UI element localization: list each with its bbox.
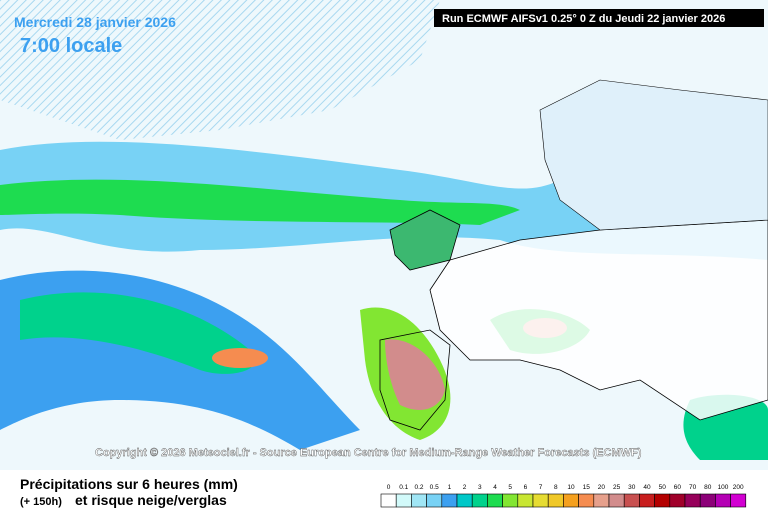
legend-label: 60 (674, 484, 682, 491)
legend-swatch (502, 493, 519, 508)
land-iberia (379, 329, 451, 431)
legend-swatch (395, 493, 412, 508)
legend-swatch (456, 493, 473, 508)
legend-swatch (517, 493, 534, 508)
legend-label: 200 (733, 484, 744, 491)
legend-swatch (578, 493, 595, 508)
legend-swatch (380, 493, 397, 508)
legend-label: 7 (539, 484, 543, 491)
legend-label: 0.2 (414, 484, 423, 491)
legend-label: 10 (567, 484, 575, 491)
legend-label: 20 (598, 484, 606, 491)
legend-swatch (730, 493, 747, 508)
legend-label: 15 (583, 484, 591, 491)
legend-label: 3 (478, 484, 482, 491)
copyright: Copyright © 2026 Meteociel.fr - Source E… (95, 447, 642, 459)
footer-subtitle: et risque neige/verglas (75, 492, 227, 508)
legend-swatch (623, 493, 640, 508)
precip-band (0, 179, 520, 225)
legend-label: 30 (628, 484, 636, 491)
legend-label: 50 (659, 484, 667, 491)
precip-iberia-core (385, 339, 445, 410)
precip-band (0, 130, 768, 260)
legend-swatch (593, 493, 610, 508)
legend-swatch (487, 493, 503, 508)
legend-swatch (654, 493, 671, 508)
legend-label: 0.1 (399, 484, 408, 491)
legend-swatch (547, 493, 564, 508)
legend-label: 0.5 (430, 484, 439, 491)
legend-label: 25 (613, 484, 621, 491)
time-label: 7:00 locale (20, 35, 122, 57)
legend-label: 0 (387, 484, 391, 491)
legend-label: 2 (463, 484, 467, 491)
precip-band (20, 292, 256, 374)
legend-label: 80 (704, 484, 712, 491)
legend-label: 100 (718, 484, 729, 491)
legend-label: 6 (524, 484, 528, 491)
legend: 0 0.1 0.2 0.5 1 2 3 4 5 6 7 8 10 15 20 25 30 40 50 60 70 80 10… (380, 484, 747, 508)
legend-label: 40 (643, 484, 651, 491)
legend-label: 8 (554, 484, 558, 491)
legend-label: 1 (448, 484, 452, 491)
legend-swatch (426, 493, 443, 508)
land-scandinavia (539, 79, 768, 231)
legend-label: 5 (508, 484, 512, 491)
run-box (434, 9, 764, 27)
legend-swatch (563, 493, 579, 508)
legend-swatch (608, 493, 625, 508)
date-label: Mercredi 28 janvier 2026 (14, 14, 176, 30)
legend-swatch (669, 493, 686, 508)
legend-swatch (715, 493, 731, 508)
legend-swatch (532, 493, 549, 508)
legend-swatch (471, 493, 488, 508)
footer-lead: (+ 150h) (20, 496, 62, 508)
greenland-snow (0, 0, 440, 140)
map (0, 0, 768, 470)
legend-label: 70 (689, 484, 697, 491)
run-label: Run ECMWF AIFSv1 0.25° 0 Z du Jeudi 22 j… (442, 13, 725, 25)
legend-swatch (639, 493, 655, 508)
legend-swatch (411, 493, 427, 508)
legend-swatch (684, 493, 701, 508)
legend-swatch (699, 493, 716, 508)
precip-core (212, 348, 268, 368)
legend-swatch (441, 493, 458, 508)
footer-title: Précipitations sur 6 heures (mm) (20, 476, 238, 492)
legend-label: 4 (493, 484, 497, 491)
